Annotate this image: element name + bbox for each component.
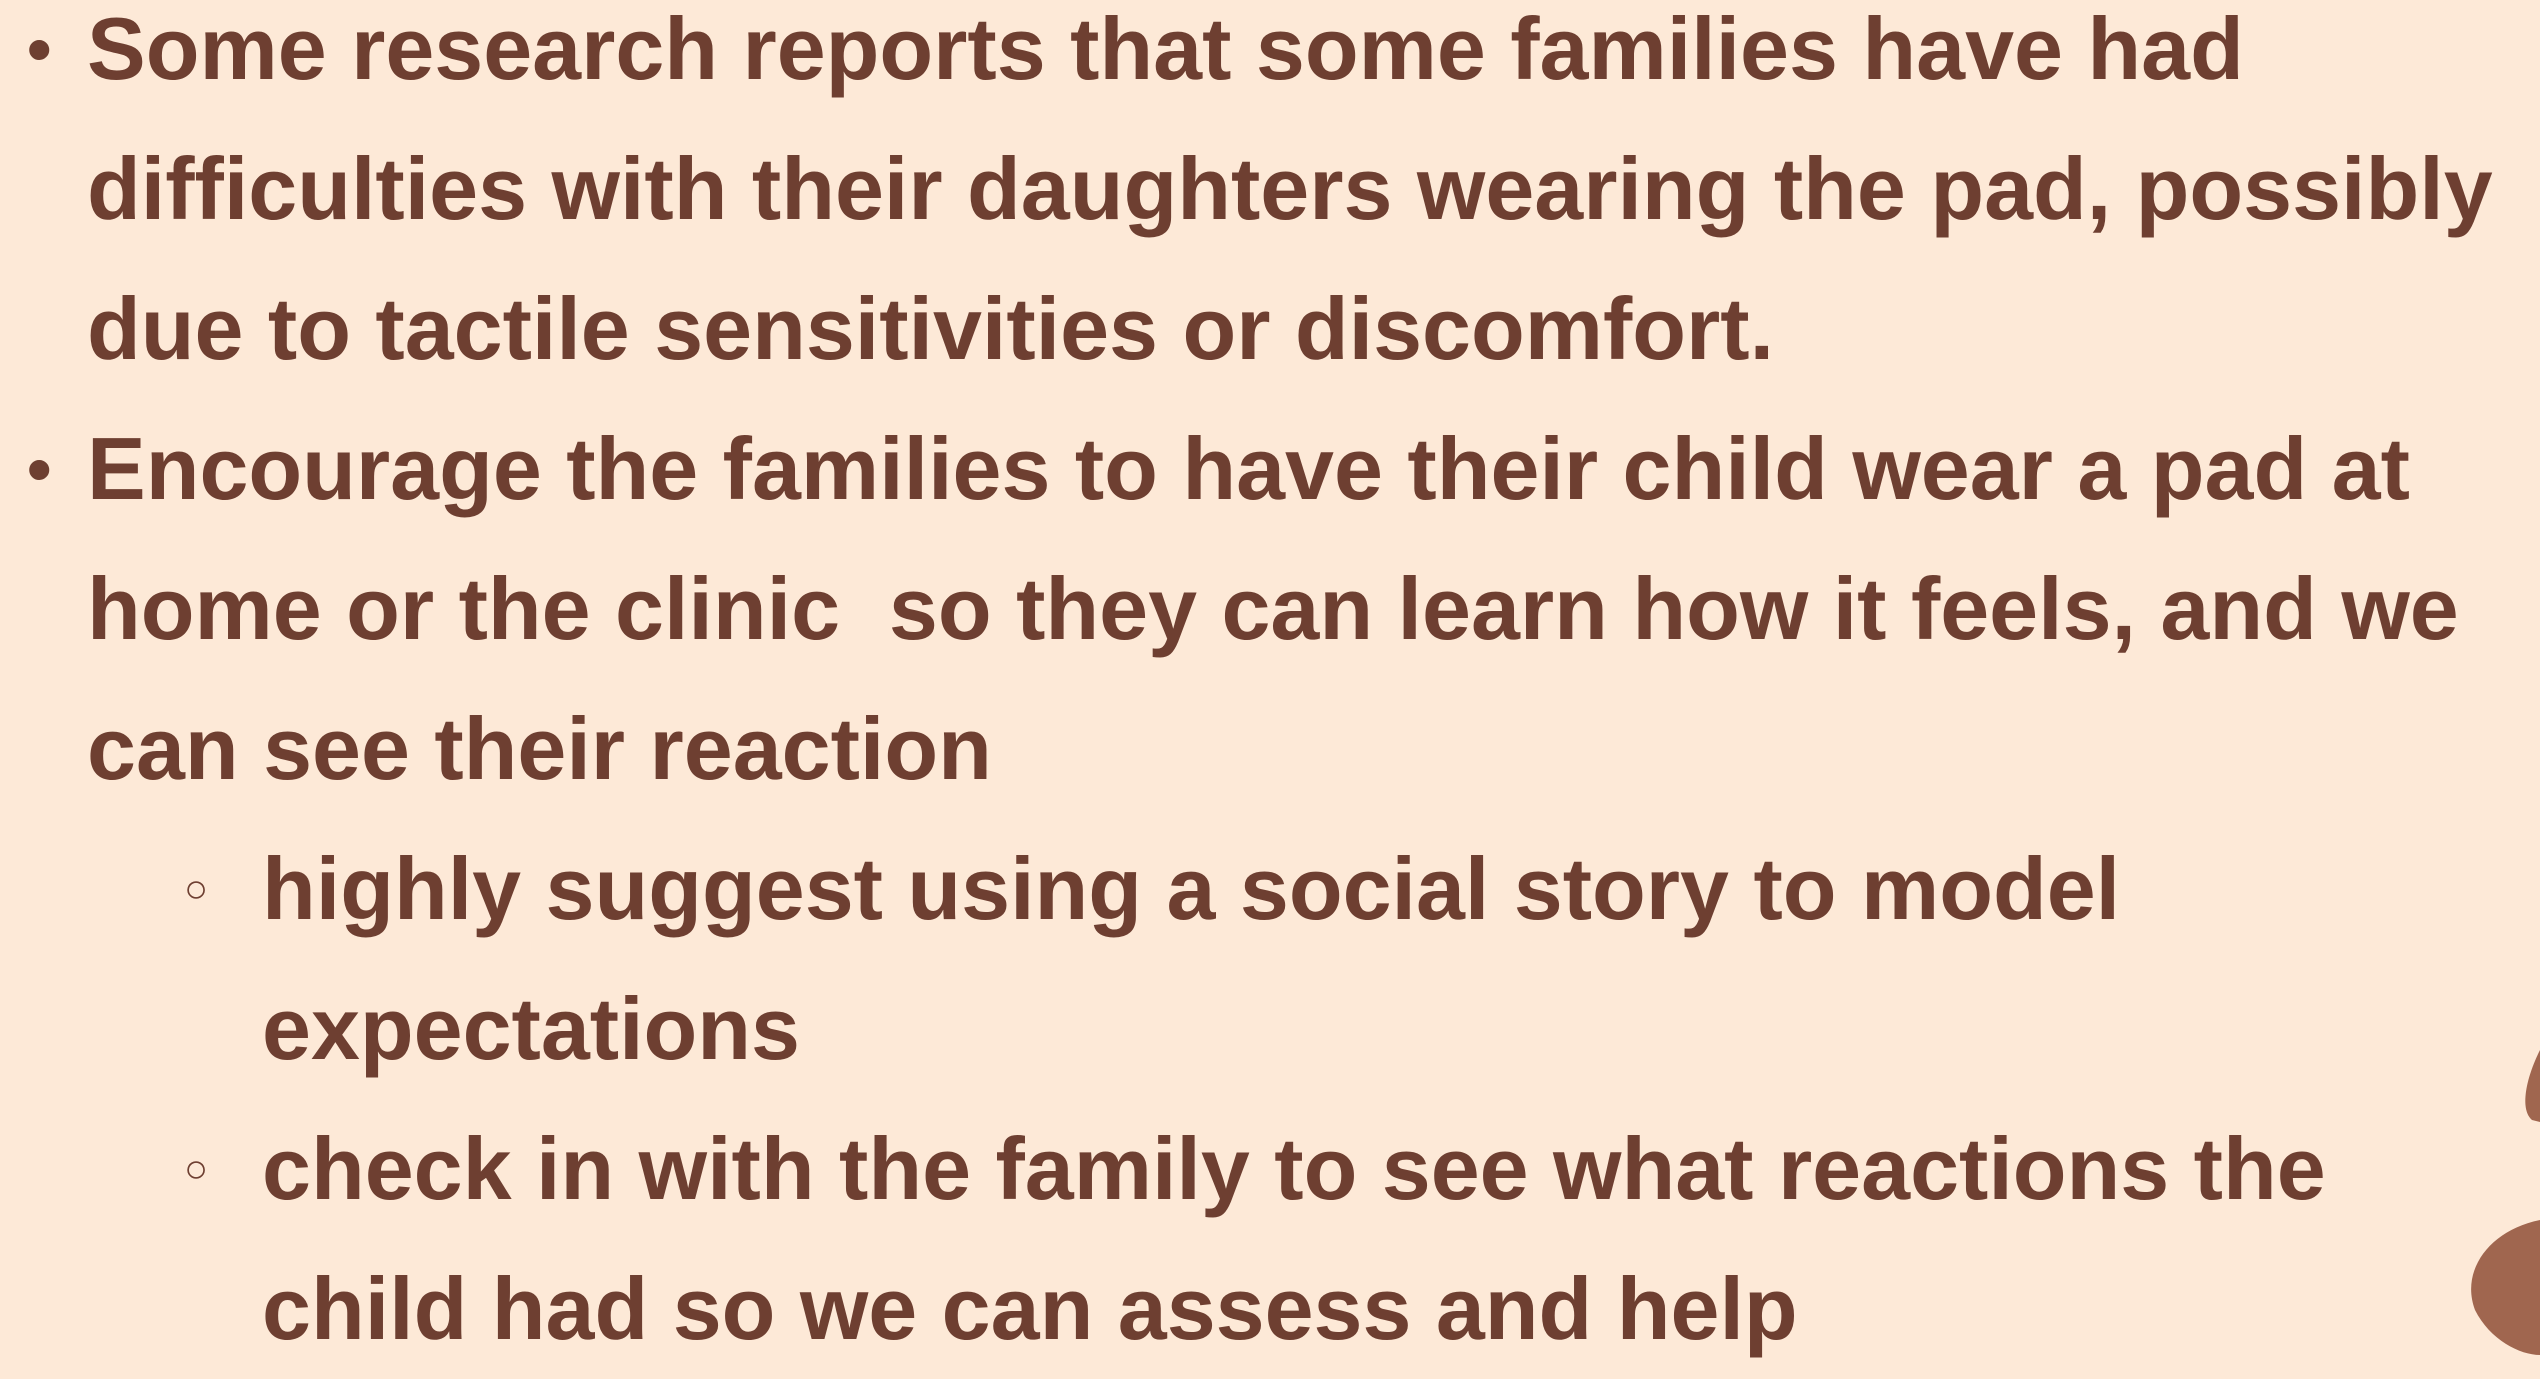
bullet-item: Encourage the families to have their chi… bbox=[87, 399, 2527, 1379]
sub-list: highly suggest using a social story to m… bbox=[262, 819, 2352, 1379]
leaf-shape bbox=[2525, 1050, 2540, 1122]
bullet-text: check in with the family to see what rea… bbox=[262, 1119, 2350, 1358]
bullet-item: Some research reports that some families… bbox=[87, 0, 2527, 399]
bullet-list: Some research reports that some families… bbox=[87, 0, 2527, 1379]
slide: Some research reports that some families… bbox=[0, 0, 2540, 1355]
bullet-text: highly suggest using a social story to m… bbox=[262, 839, 2145, 1078]
bullet-text: Some research reports that some families… bbox=[87, 0, 2517, 378]
sub-bullet-item: highly suggest using a social story to m… bbox=[262, 819, 2352, 1099]
bullet-text: Encourage the families to have their chi… bbox=[87, 419, 2483, 798]
sub-bullet-item: check in with the family to see what rea… bbox=[262, 1099, 2352, 1379]
